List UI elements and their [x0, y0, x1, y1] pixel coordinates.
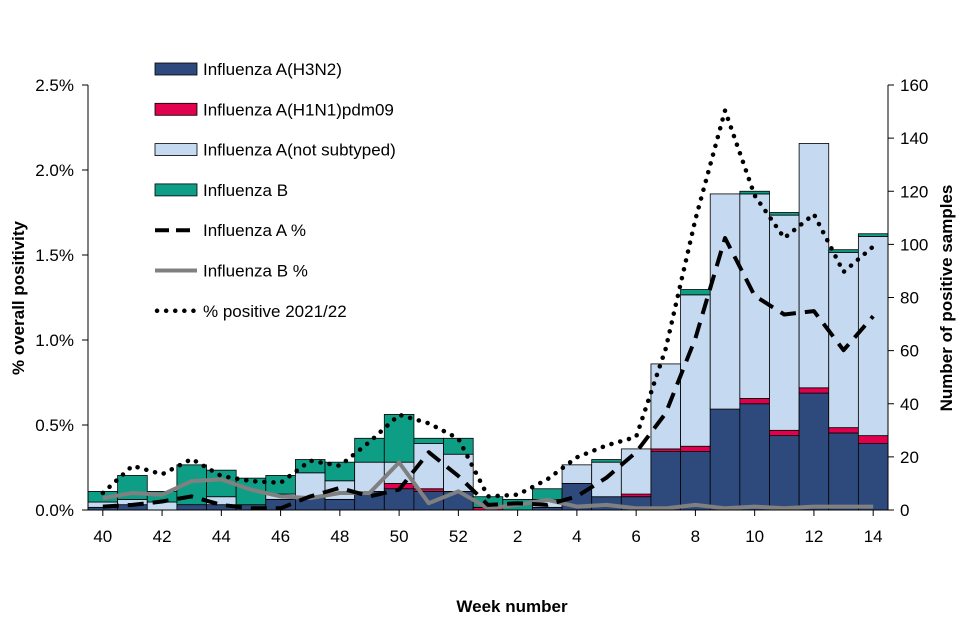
y-right-tick-label: 20	[900, 448, 919, 467]
bar-segment-0-week-10	[739, 403, 770, 511]
bar-segment-2-week-4	[561, 464, 593, 484]
line-positive-2021-22	[100, 108, 876, 499]
bar-segment-3-week-50	[383, 413, 415, 463]
legend-swatch	[154, 102, 198, 116]
bar-segment-1-week-14	[857, 435, 889, 445]
legend-label: Influenza A %	[203, 221, 306, 240]
y-right-tick-label: 140	[900, 129, 928, 148]
y-left-tick-label: 2.0%	[35, 161, 74, 180]
legend-swatch	[154, 143, 198, 157]
y-left-tick-label: 0.0%	[35, 501, 74, 520]
y-right-axis-title: Number of positive samples	[937, 185, 956, 412]
x-axis-title: Week number	[456, 597, 568, 616]
bar-segment-0-week-7	[650, 451, 681, 511]
x-tick-label: 44	[212, 527, 231, 546]
x-tick-label: 14	[864, 527, 883, 546]
bar-segment-1-week-11	[769, 429, 800, 437]
bar-segment-0-week-12	[798, 392, 830, 511]
legend-item: Influenza A(H1N1)pdm09	[154, 100, 394, 119]
legend-label: % positive 2021/22	[203, 302, 347, 321]
bar-segment-3-week-11	[769, 212, 800, 216]
legend-label: Influenza A(not subtyped)	[203, 141, 396, 160]
y-right-tick-label: 60	[900, 342, 919, 361]
x-tick-label: 46	[271, 527, 290, 546]
y-right-tick-label: 80	[900, 289, 919, 308]
legend-swatch	[154, 183, 198, 197]
x-tick-label: 42	[153, 527, 172, 546]
bar-segment-0-week-43	[176, 504, 207, 511]
bar-segment-2-week-8	[680, 294, 711, 447]
bar-segment-3-week-46	[265, 475, 296, 495]
y-right-tick-label: 160	[900, 76, 928, 95]
bar-segment-0-week-8	[680, 451, 711, 511]
legend-item: Influenza A %	[155, 221, 306, 240]
legend-item: Influenza A(H3N2)	[154, 60, 342, 79]
legend-label: Influenza A(H3N2)	[203, 60, 342, 79]
legend-swatch	[154, 62, 198, 76]
line-influenza-b	[102, 460, 874, 511]
y-right-tick-label: 100	[900, 235, 928, 254]
x-tick-label: 10	[745, 527, 764, 546]
bar-segment-1-week-13	[828, 427, 859, 434]
bar-segment-0-week-14	[857, 443, 889, 511]
lines-layer	[100, 108, 876, 511]
bar-segment-0-week-9	[709, 408, 741, 511]
bar-segment-3-week-14	[857, 233, 889, 237]
bar-segment-2-week-6	[620, 448, 652, 495]
bar-segment-1-week-12	[798, 387, 830, 394]
bar-segment-2-week-10	[739, 193, 770, 399]
legend-item: Influenza B %	[155, 262, 308, 281]
line-influenza-a	[102, 236, 875, 511]
x-tick-label: 50	[390, 527, 409, 546]
bar-segment-3-week-10	[739, 190, 770, 195]
legend-item: Influenza B	[154, 181, 288, 200]
bar-segment-2-week-13	[828, 251, 859, 429]
y-left-tick-label: 0.5%	[35, 416, 74, 435]
legend-item: % positive 2021/22	[154, 302, 347, 321]
legend-label: Influenza B %	[203, 262, 308, 281]
x-ticks: 40 42 44 46 48 50 52 2 4 6 8 10 12 14	[93, 510, 883, 546]
y-left-tick-label: 1.5%	[35, 246, 74, 265]
x-tick-label: 52	[449, 527, 468, 546]
bar-segment-3-week-51	[413, 437, 444, 444]
bar-segment-2-week-12	[798, 143, 830, 389]
x-tick-label: 2	[513, 527, 522, 546]
bar-segment-3-week-3	[532, 488, 563, 500]
x-tick-label: 6	[631, 527, 640, 546]
bar-segment-3-week-8	[680, 289, 711, 296]
bar-segment-3-week-13	[828, 249, 859, 253]
y-right-tick-label: 40	[900, 395, 919, 414]
legend-item: Influenza A(not subtyped)	[154, 141, 396, 160]
y-left-tick-label: 2.5%	[35, 76, 74, 95]
bar-segment-0-week-11	[769, 435, 800, 511]
bar-segment-2-week-7	[650, 363, 681, 450]
bar-segment-2-week-49	[354, 461, 385, 492]
x-tick-label: 48	[330, 527, 349, 546]
y-left-tick-label: 1.0%	[35, 331, 74, 350]
y-right-ticks: 0 20 40 60 80 100 120 140 160	[888, 76, 928, 520]
bar-segment-2-week-9	[709, 193, 741, 410]
x-tick-label: 40	[93, 527, 112, 546]
y-left-axis-title: % overall positivity	[9, 220, 28, 375]
bar-segment-0-week-48	[324, 498, 356, 511]
bar-segment-2-week-47	[295, 472, 326, 498]
bar-segment-2-week-14	[857, 236, 889, 437]
y-left-ticks: 0.0% 0.5% 1.0% 1.5% 2.0% 2.5%	[35, 76, 88, 520]
bar-segment-0-week-13	[828, 432, 859, 511]
x-tick-label: 4	[572, 527, 581, 546]
bar-segment-2-week-11	[769, 214, 800, 431]
legend-label: Influenza B	[203, 181, 288, 200]
bar-segment-3-week-5	[591, 459, 622, 463]
y-right-tick-label: 0	[900, 501, 909, 520]
legend: Influenza A(H3N2) Influenza A(H1N1)pdm09 I…	[154, 60, 396, 321]
bar-segment-1-week-10	[739, 398, 770, 405]
y-right-tick-label: 120	[900, 182, 928, 201]
legend-label: Influenza A(H1N1)pdm09	[203, 100, 394, 119]
x-tick-label: 12	[804, 527, 823, 546]
bar-segment-0-week-50	[383, 488, 415, 511]
bar-segment-1-week-8	[680, 445, 711, 452]
x-tick-label: 8	[691, 527, 700, 546]
